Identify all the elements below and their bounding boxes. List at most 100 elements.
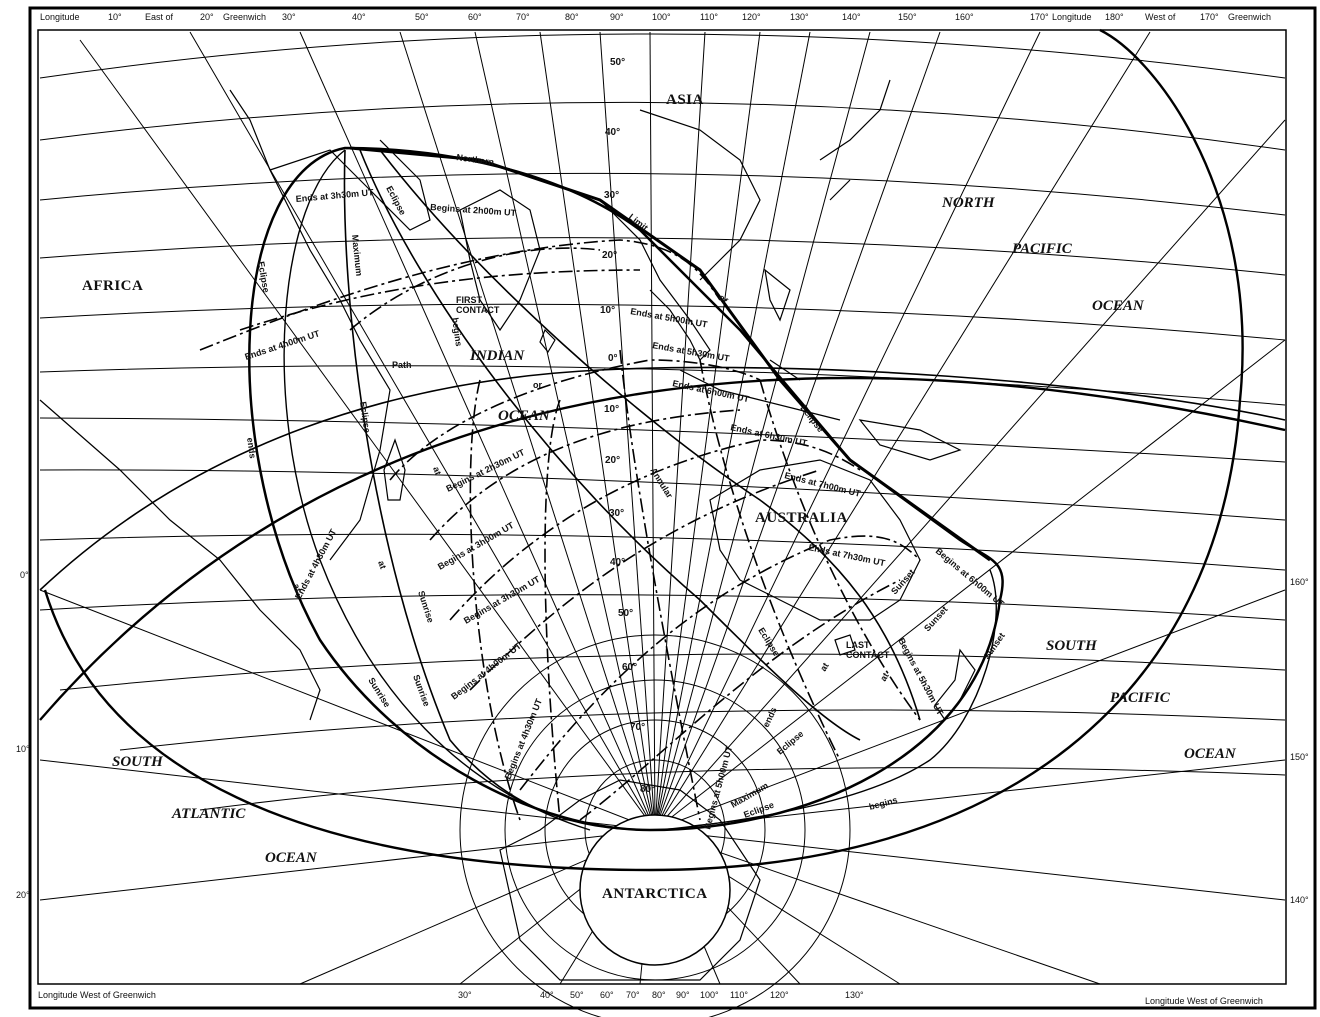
top-tick: Greenwich xyxy=(223,12,266,22)
lat-label: 70° xyxy=(630,722,645,733)
at-label: at xyxy=(376,559,388,570)
top-tick: 80° xyxy=(565,12,579,22)
last-contact: CONTACT xyxy=(846,650,890,660)
label-indian-ocean: OCEAN xyxy=(498,408,551,424)
label-south-pacific: PACIFIC xyxy=(1110,690,1171,706)
right-tick: 140° xyxy=(1290,895,1309,905)
label-africa: AFRICA xyxy=(82,278,143,294)
se-asia xyxy=(599,199,711,362)
top-tick: 90° xyxy=(610,12,624,22)
top-tick-west: West of xyxy=(1145,12,1176,22)
lat-label: 20° xyxy=(602,250,617,261)
eclipse-label: Eclipse xyxy=(358,401,372,434)
label-south-atlantic-ocean: OCEAN xyxy=(265,850,318,866)
lat-label: 20° xyxy=(605,455,620,466)
lat-label: 30° xyxy=(609,508,624,519)
lat-label: 40° xyxy=(610,557,625,568)
label-south-pacific-ocean: OCEAN xyxy=(1184,746,1237,762)
central-path xyxy=(343,149,921,831)
sunset-curve xyxy=(659,569,997,831)
at-label: at xyxy=(431,465,443,476)
great-ellipse xyxy=(43,28,1244,872)
top-tick: 100° xyxy=(652,12,671,22)
left-tick: 20° xyxy=(16,890,30,900)
top-tick-west: 180° xyxy=(1105,12,1124,22)
top-tick-west: Greenwich xyxy=(1228,12,1271,22)
bottom-tick: 50° xyxy=(570,990,584,1000)
label-north: NORTH xyxy=(941,195,996,211)
top-tick: 170° xyxy=(1030,12,1049,22)
top-tick: 130° xyxy=(790,12,809,22)
lat-label: 80° xyxy=(640,784,655,795)
first-contact: FIRST xyxy=(456,295,483,305)
ellipse-band-a xyxy=(39,366,1286,591)
top-tick: 120° xyxy=(742,12,761,22)
label-antarctica: ANTARCTICA xyxy=(602,886,708,902)
path-label: Path xyxy=(392,360,412,370)
bottom-scale-right-label: Longitude West of Greenwich xyxy=(1145,996,1263,1006)
top-scale-right-label: Longitude xyxy=(1052,12,1092,22)
last-contact: LAST xyxy=(846,640,870,650)
top-tick: 140° xyxy=(842,12,861,22)
bottom-tick: 70° xyxy=(626,990,640,1000)
indonesia xyxy=(679,359,841,421)
ellipse-band-b xyxy=(39,376,1286,721)
at-label: at xyxy=(291,582,303,593)
japan xyxy=(819,79,891,201)
top-tick: 20° xyxy=(200,12,214,22)
bottom-tick: 80° xyxy=(652,990,666,1000)
begins-label: begins xyxy=(450,317,464,347)
outer-oval xyxy=(248,146,1004,832)
india xyxy=(459,189,541,332)
top-scale-left-label: Longitude xyxy=(40,12,80,22)
antarctica-pole-disc xyxy=(579,814,731,966)
right-tick: 150° xyxy=(1290,752,1309,762)
bottom-tick: 40° xyxy=(540,990,554,1000)
top-tick: 30° xyxy=(282,12,296,22)
left-tick: 10° xyxy=(16,744,30,754)
bottom-scale: Longitude West of Greenwich 30° 40° 50° … xyxy=(38,990,1263,1006)
label-australia: AUSTRALIA xyxy=(755,510,848,526)
lat-label: 10° xyxy=(600,305,615,316)
bottom-tick: 110° xyxy=(730,990,748,1000)
coastlines xyxy=(39,79,976,981)
top-tick: 40° xyxy=(352,12,366,22)
region-names: ASIA AFRICA AUSTRALIA ANTARCTICA xyxy=(82,92,848,902)
top-tick: 10° xyxy=(108,12,122,22)
top-tick: 150° xyxy=(898,12,917,22)
top-tick: 70° xyxy=(516,12,530,22)
lat-label: 10° xyxy=(604,404,619,415)
graticule xyxy=(39,31,1286,1017)
northern-limit xyxy=(349,146,991,562)
top-tick: 160° xyxy=(955,12,974,22)
lat-label: 30° xyxy=(604,190,619,201)
label-north-pacific-ocean: OCEAN xyxy=(1092,298,1145,314)
bottom-tick: 120° xyxy=(770,990,789,1000)
label-asia: ASIA xyxy=(666,92,704,108)
bottom-scale-left-label: Longitude West of Greenwich xyxy=(38,990,156,1000)
top-scale: Longitude 10° East of 20° Greenwich 30° … xyxy=(40,12,1271,22)
label-north-pacific: PACIFIC xyxy=(1012,241,1073,257)
inner-border xyxy=(37,29,1287,985)
bottom-tick: 100° xyxy=(700,990,719,1000)
new-guinea xyxy=(858,419,962,461)
lat-label: 40° xyxy=(605,127,620,138)
ends-label: ends xyxy=(245,437,258,459)
label-indian: INDIAN xyxy=(469,348,525,364)
lat-label: 50° xyxy=(618,608,633,619)
top-tick-west: 170° xyxy=(1200,12,1219,22)
label-south: SOUTH xyxy=(1046,638,1098,654)
first-contact: CONTACT xyxy=(456,305,500,315)
time-curves xyxy=(199,239,921,821)
tasmania xyxy=(834,634,856,656)
bottom-tick: 130° xyxy=(845,990,864,1000)
label-south-atl: SOUTH xyxy=(112,754,164,770)
right-tick: 160° xyxy=(1290,577,1309,587)
sri-lanka xyxy=(539,328,556,354)
top-tick: 60° xyxy=(468,12,482,22)
side-scales: 0° 10° 20° 160° 150° 140° xyxy=(16,570,1309,905)
left-tick: 0° xyxy=(20,570,29,580)
china-coast xyxy=(639,109,761,281)
label-south-atlantic: ATLANTIC xyxy=(171,806,246,822)
